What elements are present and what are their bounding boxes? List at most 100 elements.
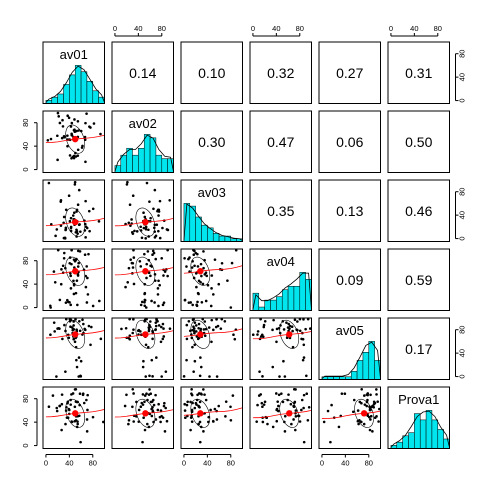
correlation-ellipse: [279, 319, 300, 349]
histogram-bar-av01-5: [74, 65, 82, 104]
scatter-point: [61, 337, 64, 341]
scatter-point: [197, 292, 200, 296]
scatter-point: [129, 258, 132, 261]
scatter-point: [192, 329, 196, 333]
scatter-point: [263, 319, 267, 323]
scatter-point: [73, 405, 77, 409]
scatter-point: [155, 356, 158, 359]
correlation-value-0-5: 0.31: [405, 65, 432, 81]
scatter-point: [69, 125, 73, 128]
scatter-point: [56, 134, 59, 138]
scatter-point: [256, 330, 260, 333]
scatter-point: [194, 272, 198, 275]
scatter-point: [255, 420, 259, 423]
scatter-point: [195, 304, 199, 308]
correlation-value-2-5: 0.46: [405, 203, 432, 219]
histogram-bar-av04-3: [270, 299, 277, 311]
panel-3-2: [180, 248, 243, 311]
scatter-point: [266, 422, 269, 426]
scatter-point: [60, 268, 63, 271]
scatter-point: [64, 422, 67, 426]
panel-border: [318, 248, 381, 311]
scatter-point: [76, 422, 79, 426]
scatter-point: [213, 407, 217, 411]
scatter-point: [61, 125, 65, 128]
scatter-point: [154, 393, 157, 397]
scatter-point: [337, 425, 341, 429]
scatter-point: [147, 271, 151, 275]
scatter-point: [168, 327, 172, 330]
scatter-point: [215, 418, 219, 421]
scatter-point: [160, 375, 164, 378]
scatter-point: [144, 306, 148, 309]
scatter-point: [302, 440, 306, 444]
scatter-point: [81, 144, 84, 148]
scatter-point: [85, 418, 89, 421]
histogram-bar-av03-5: [212, 233, 220, 242]
scatter-point: [291, 329, 294, 333]
scatter-point: [145, 276, 148, 280]
y-axis-row-3: 0 40 80: [21, 257, 38, 310]
scatter-point: [84, 199, 87, 203]
scatter-point: [144, 225, 148, 229]
scatter-point: [190, 266, 194, 269]
scatter-point: [158, 199, 162, 203]
histogram-bar-av04-6: [287, 285, 295, 311]
scatter-point: [198, 420, 202, 424]
scatter-point: [201, 282, 205, 286]
density-curve-Prova1: [390, 410, 450, 448]
scatter-point: [359, 420, 362, 423]
histogram-bar-av02-3: [132, 154, 139, 173]
scatter-point: [185, 403, 189, 407]
panel-border: [180, 317, 243, 380]
scatter-point: [161, 226, 164, 230]
scatter-point: [55, 228, 59, 231]
scatter-point: [275, 407, 279, 411]
scatter-point: [306, 317, 310, 321]
scatter-point: [150, 358, 154, 362]
scatter-point: [200, 393, 203, 396]
scatter-point: [73, 180, 77, 184]
scatter-point: [61, 264, 65, 268]
fit-line: [321, 410, 381, 419]
scatter-point: [156, 287, 160, 290]
variable-label-av04: av04: [267, 254, 295, 269]
scatter-point: [58, 121, 62, 125]
panel-border: [249, 110, 312, 173]
histogram-bar-av04-5: [281, 289, 289, 311]
scatter-point: [229, 405, 232, 409]
scatter-point: [301, 337, 305, 341]
correlation-value-3-5: 0.59: [405, 272, 432, 288]
scatter-point: [351, 410, 355, 414]
scatter-point: [75, 129, 78, 133]
scatter-point: [202, 430, 205, 433]
scatter-point: [378, 407, 381, 411]
scatter-point: [206, 283, 210, 287]
scatter-point: [67, 194, 71, 197]
tick-label: 40: [21, 280, 30, 288]
scatter-point: [363, 394, 366, 397]
scatter-point: [69, 403, 73, 406]
scatter-point: [78, 223, 81, 226]
scatter-point: [144, 375, 148, 378]
scatter-point: [193, 249, 196, 253]
scatter-point: [369, 418, 372, 421]
scatter-point: [154, 418, 158, 421]
scatter-point: [140, 300, 144, 304]
scatter-point: [64, 370, 67, 373]
histogram-bar-av02-7: [155, 154, 163, 173]
correlation-ellipse: [135, 398, 156, 428]
scatter-point: [71, 214, 75, 217]
scatter-point: [187, 301, 191, 304]
scatter-point: [67, 300, 70, 304]
tick-label: 80: [434, 24, 442, 33]
scatter-point: [70, 133, 74, 137]
scatter-point: [286, 326, 290, 329]
scatter-point: [57, 115, 61, 118]
panel-1-4: 0.06: [318, 110, 381, 173]
scatter-point: [76, 420, 79, 423]
scatter-point: [188, 270, 191, 273]
scatter-point: [86, 293, 90, 296]
scatter-point: [194, 330, 198, 333]
scatter-point: [226, 279, 229, 282]
